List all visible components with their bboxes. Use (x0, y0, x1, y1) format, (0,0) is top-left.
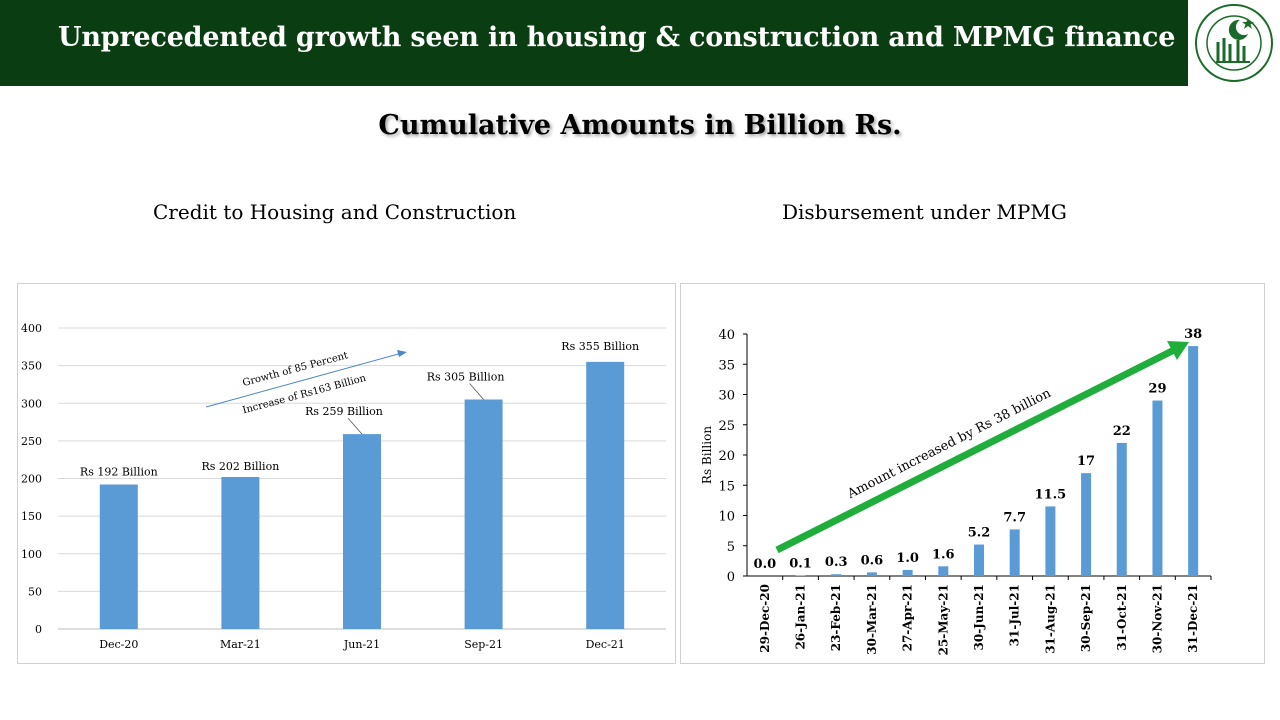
x-tick-label: 31-Jul-21 (1008, 584, 1022, 646)
housing-chart-panel: 0 50 100 150 200 250 300 350 400 Dec-20 Mar-21 Jun-… (17, 283, 676, 664)
data-label: 29 (1148, 382, 1166, 397)
y-tick-label: 35 (718, 358, 735, 373)
y-tick-label: 10 (718, 510, 735, 525)
x-tick-label: 26-Jan-21 (794, 584, 808, 650)
y-tick-label: 350 (21, 360, 42, 373)
data-label: Rs 305 Billion (427, 370, 505, 383)
data-label: Rs 202 Billion (202, 460, 280, 473)
bar (1188, 346, 1199, 576)
x-tick-label: Sep-21 (464, 638, 503, 651)
x-tick-label: Dec-20 (99, 638, 138, 651)
bar (1009, 529, 1020, 576)
bar (831, 574, 842, 576)
y-tick-label: 150 (21, 510, 42, 523)
data-label-leader (469, 383, 484, 400)
data-label: Rs 259 Billion (305, 405, 383, 418)
bar (866, 572, 877, 576)
data-label: 5.2 (968, 526, 991, 541)
bar (1045, 506, 1056, 576)
housing-chart-title: Credit to Housing and Construction (153, 200, 517, 224)
x-tick-label: Dec-21 (586, 638, 625, 651)
data-label: 0.6 (861, 553, 884, 568)
data-label: 11.5 (1035, 487, 1067, 502)
y-tick-label: 100 (21, 548, 42, 561)
section-subtitle: Cumulative Amounts in Billion Rs. (378, 110, 902, 141)
bar (974, 544, 984, 576)
bar (464, 399, 503, 629)
data-label: 0.3 (825, 555, 848, 570)
y-tick-label: 200 (21, 473, 42, 486)
data-label: 38 (1184, 327, 1202, 342)
y-tick-label: 300 (21, 397, 42, 410)
data-label: 0.0 (754, 557, 777, 572)
bar (902, 569, 913, 576)
x-tick-label: 29-Dec-20 (758, 584, 772, 653)
trend-arrow (775, 346, 1176, 554)
y-tick-label: 15 (718, 479, 735, 494)
bar (99, 484, 138, 629)
y-tick-label: 0 (35, 623, 42, 636)
x-tick-label: 30-Mar-21 (865, 584, 879, 655)
data-label: 17 (1077, 454, 1095, 469)
state-bank-logo (1188, 0, 1280, 86)
bar (1152, 400, 1163, 576)
y-tick-label: 30 (718, 389, 735, 404)
title-banner: Unprecedented growth seen in housing & c… (0, 0, 1188, 86)
bar (795, 575, 806, 576)
mpmg-bar-chart: 0 5 10 15 20 25 30 35 40 Rs Billion 29-Dec-20 0.0 26… (700, 327, 1212, 655)
data-label: 1.0 (896, 551, 919, 566)
x-tick-label: Jun-21 (343, 638, 380, 651)
housing-bar-chart: 0 50 100 150 200 250 300 350 400 Dec-20 Mar-21 Jun-… (21, 322, 666, 651)
y-tick-label: 5 (727, 540, 735, 555)
mpmg-chart-panel: 0 5 10 15 20 25 30 35 40 Rs Billion 29-Dec-20 0.0 26… (680, 283, 1265, 664)
bar (1081, 473, 1092, 576)
data-label: 0.1 (789, 556, 812, 571)
x-tick-label: 30-Jun-21 (972, 584, 986, 651)
y-tick-label: 400 (21, 322, 42, 335)
x-tick-label: 23-Feb-21 (829, 584, 843, 651)
data-label: 7.7 (1003, 510, 1026, 525)
data-label: Rs 355 Billion (561, 340, 639, 353)
growth-arrow (205, 352, 403, 408)
y-tick-label: 25 (718, 419, 735, 434)
x-tick-label: 25-May-21 (936, 584, 950, 655)
trend-arrow-head (1167, 341, 1189, 360)
y-tick-label: 20 (718, 449, 735, 464)
y-tick-label: 250 (21, 435, 42, 448)
x-tick-label: Mar-21 (220, 638, 261, 651)
bar (343, 434, 381, 629)
x-tick-label: 31-Oct-21 (1115, 584, 1129, 651)
data-label-leader (347, 417, 363, 435)
y-tick-label: 40 (718, 328, 735, 343)
bar (938, 566, 949, 576)
data-label: 22 (1113, 424, 1131, 439)
bar (586, 361, 625, 629)
bar (1116, 442, 1127, 576)
y-axis-title: Rs Billion (700, 426, 714, 484)
page-title: Unprecedented growth seen in housing & c… (58, 22, 1176, 53)
y-tick-label: 50 (28, 585, 42, 598)
x-tick-label: 31-Aug-21 (1043, 584, 1057, 654)
data-label: Rs 192 Billion (80, 466, 158, 479)
y-tick-label: 0 (727, 570, 735, 585)
x-tick-label: 30-Nov-21 (1150, 584, 1164, 653)
growth-arrow-head (397, 350, 407, 357)
logo-emblem-icon (1195, 4, 1273, 82)
x-tick-label: 31-Dec-21 (1186, 584, 1200, 653)
data-label: 1.6 (932, 547, 955, 562)
annotation-amount: Amount increased by Rs 38 billion (844, 386, 1054, 503)
mpmg-chart-title: Disbursement under MPMG (782, 200, 1067, 224)
x-tick-label: 30-Sep-21 (1079, 584, 1093, 652)
x-tick-label: 27-Apr-21 (901, 584, 915, 651)
bar (221, 476, 260, 629)
